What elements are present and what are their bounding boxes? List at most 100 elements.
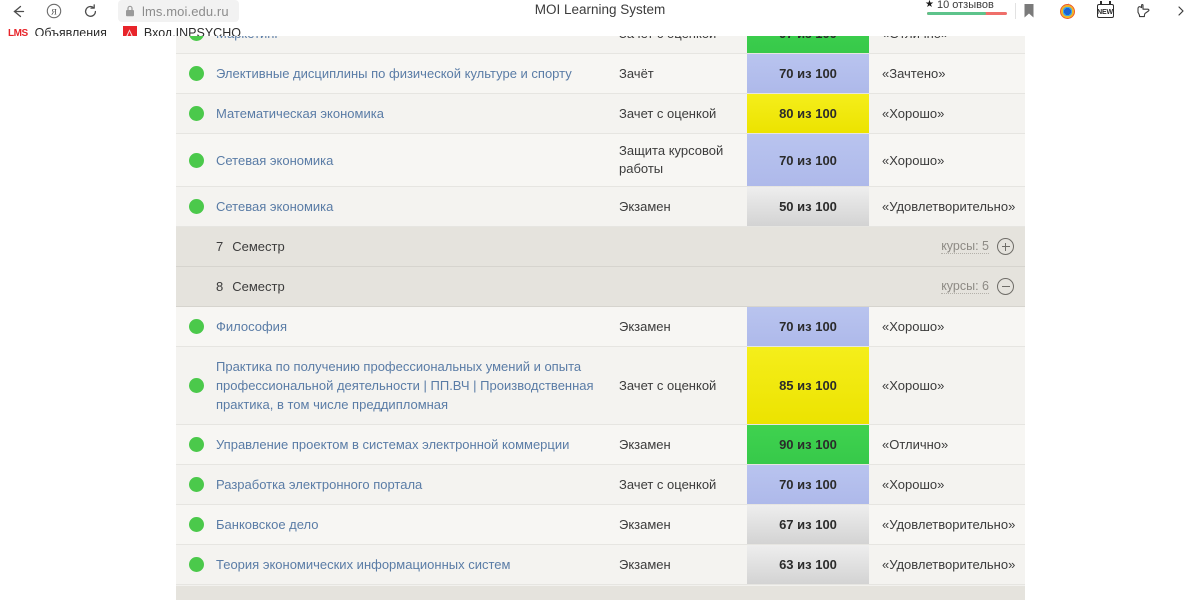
mark-cell: «Хорошо»	[869, 94, 1025, 133]
svg-text:Я: Я	[51, 6, 57, 16]
status-dot-icon	[188, 557, 204, 572]
course-name-cell: Банковское дело	[216, 505, 619, 544]
assessment-type: Защита курсовой работы	[619, 143, 724, 176]
course-row[interactable]: Сетевая экономика Защита курсовой работы 7…	[176, 134, 1025, 187]
score-value: 67 из 100	[779, 517, 837, 532]
course-link[interactable]: Теория экономических информационных сист…	[216, 557, 511, 572]
status-dot-icon	[188, 437, 204, 452]
bookmark-flag-icon[interactable]	[1010, 0, 1048, 22]
course-name-cell: Управление проектом в системах электронн…	[216, 425, 619, 464]
mark-value: «Хорошо»	[882, 152, 945, 168]
course-row[interactable]: Практика по получению профессиональных у…	[176, 347, 1025, 425]
back-arrow-icon[interactable]	[0, 0, 36, 22]
course-status-cell	[176, 94, 216, 133]
mark-cell: «Хорошо»	[869, 307, 1025, 346]
browser-toolbar: Я lms.moi.edu.ru MOI Learning System ★ 1…	[0, 0, 1200, 22]
collections-icon[interactable]	[1124, 0, 1162, 22]
course-row[interactable]: Сетевая экономика Экзамен 50 из 100 «Удовле…	[176, 187, 1025, 227]
course-link[interactable]: Философия	[216, 319, 287, 334]
course-link[interactable]: Банковское дело	[216, 517, 319, 532]
mark-cell: «Хорошо»	[869, 347, 1025, 424]
semester-label: Семестр	[232, 279, 285, 294]
status-dot-icon	[188, 199, 204, 214]
mark-cell: «Отлично»	[869, 36, 1025, 53]
grades-table: Маркетинг Зачет с оценкой 97 из 100 «Отличн…	[176, 36, 1025, 585]
course-row[interactable]: Маркетинг Зачет с оценкой 97 из 100 «Отличн…	[176, 36, 1025, 54]
course-row[interactable]: Банковское дело Экзамен 67 из 100 «Удовлетв…	[176, 505, 1025, 545]
score-value: 70 из 100	[779, 319, 837, 334]
course-name-cell: Элективные дисциплины по физической куль…	[216, 54, 619, 93]
semester-expand-icon[interactable]	[997, 238, 1014, 255]
mark-value: «Удовлетворительно»	[882, 517, 1016, 532]
overflow-icon[interactable]	[1162, 0, 1200, 22]
review-count-label: 10 отзывов	[936, 0, 994, 11]
mark-cell: «Удовлетворительно»	[869, 505, 1025, 544]
score-cell: 97 из 100	[747, 36, 869, 53]
page-viewport: Маркетинг Зачет с оценкой 97 из 100 «Отличн…	[0, 36, 1200, 600]
yandex-browser-icon[interactable]	[1048, 0, 1086, 22]
course-link[interactable]: Маркетинг	[216, 36, 279, 43]
score-cell: 50 из 100	[747, 187, 869, 226]
course-status-cell	[176, 465, 216, 504]
assessment-type-cell: Зачет с оценкой	[619, 36, 747, 53]
course-row[interactable]: Философия Экзамен 70 из 100 «Хорошо»	[176, 307, 1025, 347]
course-link[interactable]: Управление проектом в системах электронн…	[216, 437, 570, 452]
address-bar[interactable]: lms.moi.edu.ru	[118, 0, 239, 22]
course-link[interactable]: Элективные дисциплины по физической куль…	[216, 66, 572, 81]
course-row[interactable]: Элективные дисциплины по физической куль…	[176, 54, 1025, 94]
semester-collapse-icon[interactable]	[997, 278, 1014, 295]
course-name-cell: Философия	[216, 307, 619, 346]
course-name-cell: Математическая экономика	[216, 94, 619, 133]
score-value: 90 из 100	[779, 437, 837, 452]
assessment-type-cell: Зачет с оценкой	[619, 347, 747, 424]
course-link[interactable]: Разработка электронного портала	[216, 477, 423, 492]
reload-icon[interactable]	[72, 0, 108, 22]
score-value: 63 из 100	[779, 557, 837, 572]
page-right-margin	[1025, 36, 1200, 600]
new-calendar-icon[interactable]: NEW	[1086, 0, 1124, 22]
course-status-cell	[176, 54, 216, 93]
status-dot-icon	[188, 319, 204, 334]
course-row[interactable]: Теория экономических информационных сист…	[176, 545, 1025, 585]
semester-header-row[interactable]: 7 Семестр курсы: 5	[176, 227, 1025, 267]
course-status-cell	[176, 307, 216, 346]
review-badge[interactable]: ★ 10 отзывов	[925, 0, 1009, 18]
score-cell: 85 из 100	[747, 347, 869, 424]
course-link[interactable]: Сетевая экономика	[216, 199, 334, 214]
semester-header-row[interactable]: 8 Семестр курсы: 6	[176, 267, 1025, 307]
course-row[interactable]: Разработка электронного портала Зачет с о…	[176, 465, 1025, 505]
star-icon: ★	[925, 0, 934, 10]
mark-value: «Хорошо»	[882, 106, 945, 121]
mark-cell: «Хорошо»	[869, 134, 1025, 186]
assessment-type: Экзамен	[619, 436, 671, 452]
course-status-cell	[176, 425, 216, 464]
semester-course-count: курсы: 5	[941, 239, 989, 254]
course-row[interactable]: Управление проектом в системах электронн…	[176, 425, 1025, 465]
score-value: 70 из 100	[779, 66, 837, 81]
score-value: 85 из 100	[779, 378, 837, 393]
toolbar-divider	[1015, 3, 1016, 19]
assessment-type: Зачет с оценкой	[619, 105, 717, 121]
navigation-controls: Я	[0, 0, 108, 22]
course-row[interactable]: Математическая экономика Зачет с оценкой 8…	[176, 94, 1025, 134]
score-cell: 80 из 100	[747, 94, 869, 133]
course-link[interactable]: Практика по получению профессиональных у…	[216, 359, 594, 412]
yandex-logo-icon[interactable]: Я	[36, 0, 72, 22]
course-name-cell: Сетевая экономика	[216, 134, 619, 186]
assessment-type-cell: Зачет с оценкой	[619, 465, 747, 504]
mark-value: «Хорошо»	[882, 319, 945, 334]
assessment-type: Зачет с оценкой	[619, 36, 716, 43]
status-dot-icon	[188, 378, 204, 393]
course-link[interactable]: Математическая экономика	[216, 106, 384, 121]
assessment-type-cell: Экзамен	[619, 307, 747, 346]
mark-cell: «Отлично»	[869, 425, 1025, 464]
course-status-cell	[176, 134, 216, 186]
course-status-cell	[176, 505, 216, 544]
page-left-margin	[0, 36, 176, 600]
score-value: 50 из 100	[779, 199, 837, 214]
status-dot-icon	[188, 477, 204, 492]
next-semester-row-partial[interactable]	[176, 586, 1025, 600]
assessment-type: Зачет с оценкой	[619, 476, 717, 492]
course-link[interactable]: Сетевая экономика	[216, 152, 334, 168]
mark-value: «Отлично»	[882, 437, 949, 452]
